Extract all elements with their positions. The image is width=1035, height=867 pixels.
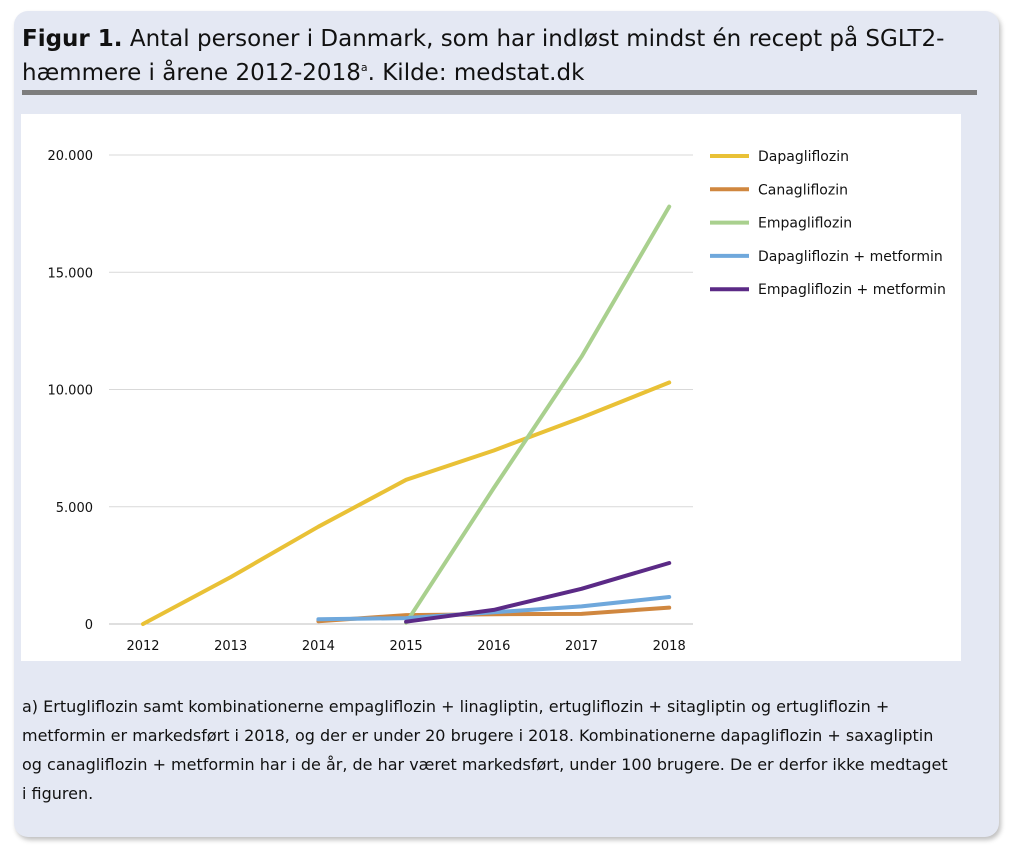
y-tick-label: 0	[85, 618, 93, 633]
title-divider	[22, 90, 977, 95]
figure-label: Figur 1.	[22, 26, 123, 52]
y-tick-label: 15.000	[48, 266, 94, 281]
legend-label: Dapagliflozin + metformin	[758, 249, 943, 265]
x-tick-label: 2014	[302, 639, 335, 654]
y-tick-label: 20.000	[48, 149, 94, 164]
legend-label: Empagliflozin	[758, 216, 852, 232]
legend-label: Empagliflozin + metformin	[758, 282, 946, 298]
footnote: a) Ertugliflozin samt kombinationerne em…	[22, 697, 948, 803]
y-tick-label: 5.000	[56, 501, 93, 516]
x-tick-label: 2016	[477, 639, 510, 654]
series-line-dapagliflozin	[141, 380, 672, 626]
series-line-empagliflozin	[404, 204, 672, 625]
x-tick-label: 2018	[653, 639, 686, 654]
x-tick-label: 2013	[214, 639, 247, 654]
line-chart: 0 5.000 10.000 15.000 20.000 2012 2013 2014 2015…	[48, 149, 946, 654]
footnote-marker: a	[360, 61, 368, 74]
x-tick-label: 2017	[565, 639, 598, 654]
legend-label: Dapagliflozin	[758, 149, 849, 165]
series-line-dapagliflozin-metformin	[316, 595, 672, 622]
x-tick-label: 2015	[390, 639, 423, 654]
legend-label: Canagliflozin	[758, 182, 848, 198]
x-tick-label: 2012	[126, 639, 159, 654]
figure-title: Figur 1. Antal personer i Danmark, som h…	[22, 22, 972, 90]
series-line-empagliflozin-metformin	[404, 561, 672, 624]
chart-area: 0 5.000 10.000 15.000 20.000 2012 2013 2014 2015…	[21, 114, 961, 661]
figure-source: . Kilde: medstat.dk	[367, 60, 585, 86]
figure-title-text: Antal personer i Danmark, som har indløs…	[22, 26, 945, 86]
y-tick-label: 10.000	[48, 384, 94, 399]
